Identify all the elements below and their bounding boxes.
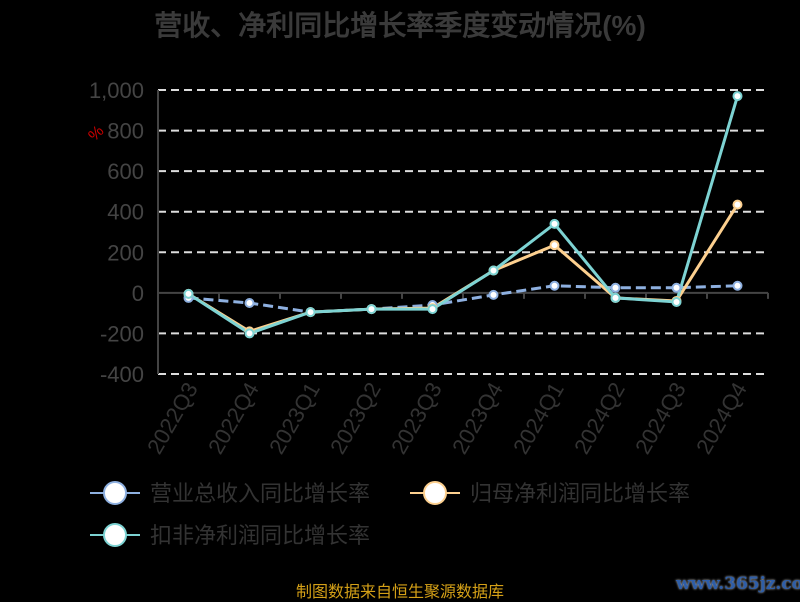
data-point xyxy=(366,304,377,315)
legend-label: 归母净利润同比增长率 xyxy=(470,481,690,506)
y-tick-label: 0 xyxy=(132,281,144,306)
x-tick-label: 2023Q4 xyxy=(447,378,508,458)
legend-marker xyxy=(103,481,127,505)
legend-marker xyxy=(423,481,447,505)
x-tick-label: 2024Q2 xyxy=(569,378,630,458)
x-tick-label: 2023Q2 xyxy=(325,378,386,458)
x-tick-label: 2022Q3 xyxy=(142,378,203,458)
x-tick-label: 2022Q4 xyxy=(203,378,264,458)
legend-label: 营业总收入同比增长率 xyxy=(150,481,370,506)
data-point xyxy=(732,91,743,102)
data-point xyxy=(183,288,194,299)
data-point xyxy=(610,292,621,303)
x-tick-label: 2023Q3 xyxy=(386,378,447,458)
series-line xyxy=(187,95,739,336)
x-tick-label: 2024Q1 xyxy=(508,378,569,458)
data-point xyxy=(488,289,499,300)
y-tick-label: -200 xyxy=(100,321,144,346)
data-point xyxy=(244,328,255,339)
y-tick-label: 1,000 xyxy=(89,78,144,103)
legend-label: 扣非净利润同比增长率 xyxy=(150,523,370,548)
y-tick-label: 200 xyxy=(107,240,144,265)
data-point xyxy=(427,304,438,315)
data-point xyxy=(732,199,743,210)
y-axis-label: % xyxy=(85,123,107,145)
y-tick-label: 400 xyxy=(107,200,144,225)
y-tick-label: -400 xyxy=(100,362,144,387)
series-line xyxy=(188,284,738,314)
legend-marker xyxy=(103,523,127,547)
data-point xyxy=(549,280,560,291)
chart-title: 营收、净利同比增长率季度变动情况(%) xyxy=(154,10,646,41)
source-note: 制图数据来自恒生聚源数据库 xyxy=(295,584,504,601)
x-tick-label: 2023Q1 xyxy=(264,378,325,458)
data-point xyxy=(549,218,560,229)
y-tick-label: 800 xyxy=(107,119,144,144)
watermark: www.365jz.com xyxy=(676,574,800,594)
data-point xyxy=(488,265,499,276)
series-line xyxy=(187,203,739,334)
y-tick-label: 600 xyxy=(107,159,144,184)
x-tick-label: 2024Q3 xyxy=(630,378,691,458)
data-point xyxy=(549,240,560,251)
data-point xyxy=(244,298,255,308)
data-point xyxy=(732,280,743,291)
data-point xyxy=(671,282,682,293)
data-point xyxy=(610,282,621,293)
data-point xyxy=(305,307,316,318)
x-tick-label: 2024Q4 xyxy=(691,378,752,458)
data-point xyxy=(671,296,682,307)
